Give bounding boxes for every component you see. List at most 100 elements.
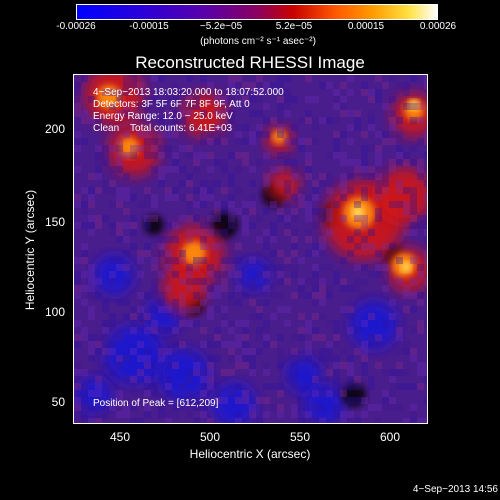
image-pixel bbox=[116, 96, 123, 103]
image-pixel bbox=[263, 285, 270, 292]
image-pixel bbox=[340, 159, 347, 166]
image-pixel bbox=[186, 152, 193, 159]
image-pixel bbox=[172, 362, 179, 369]
image-pixel bbox=[326, 215, 333, 222]
image-pixel bbox=[291, 334, 298, 341]
image-pixel bbox=[130, 320, 137, 327]
image-pixel bbox=[249, 96, 256, 103]
image-pixel bbox=[347, 187, 354, 194]
image-pixel bbox=[235, 75, 242, 82]
image-pixel bbox=[221, 285, 228, 292]
image-pixel bbox=[214, 124, 221, 131]
image-pixel bbox=[396, 201, 403, 208]
image-pixel bbox=[109, 187, 116, 194]
image-pixel bbox=[326, 187, 333, 194]
image-pixel bbox=[151, 166, 158, 173]
image-pixel bbox=[263, 117, 270, 124]
image-pixel bbox=[319, 180, 326, 187]
image-pixel bbox=[95, 418, 102, 423]
image-pixel bbox=[179, 215, 186, 222]
image-pixel bbox=[228, 208, 235, 215]
image-pixel bbox=[424, 82, 427, 89]
image-pixel bbox=[88, 187, 95, 194]
image-pixel bbox=[179, 278, 186, 285]
image-pixel bbox=[263, 208, 270, 215]
image-pixel bbox=[207, 285, 214, 292]
image-pixel bbox=[354, 264, 361, 271]
image-pixel bbox=[333, 390, 340, 397]
image-pixel bbox=[298, 285, 305, 292]
image-pixel bbox=[270, 82, 277, 89]
emission-region bbox=[268, 169, 300, 201]
image-pixel bbox=[123, 194, 130, 201]
image-pixel bbox=[137, 341, 144, 348]
image-pixel bbox=[424, 236, 427, 243]
image-pixel bbox=[207, 376, 214, 383]
image-pixel bbox=[179, 117, 186, 124]
image-pixel bbox=[291, 236, 298, 243]
image-pixel bbox=[298, 334, 305, 341]
image-pixel bbox=[109, 369, 116, 376]
image-pixel bbox=[200, 257, 207, 264]
image-pixel bbox=[361, 348, 368, 355]
image-pixel bbox=[270, 341, 277, 348]
image-pixel bbox=[151, 215, 158, 222]
image-pixel bbox=[186, 390, 193, 397]
image-pixel bbox=[235, 271, 242, 278]
image-pixel bbox=[123, 103, 130, 110]
image-pixel bbox=[403, 187, 410, 194]
image-pixel bbox=[312, 418, 319, 423]
image-pixel bbox=[88, 418, 95, 423]
emission-depression bbox=[94, 255, 134, 295]
image-pixel bbox=[214, 306, 221, 313]
image-pixel bbox=[193, 362, 200, 369]
image-pixel bbox=[186, 194, 193, 201]
image-pixel bbox=[179, 257, 186, 264]
image-pixel bbox=[102, 411, 109, 418]
image-pixel bbox=[165, 285, 172, 292]
image-pixel bbox=[81, 208, 88, 215]
image-pixel bbox=[263, 243, 270, 250]
image-pixel bbox=[277, 404, 284, 411]
image-pixel bbox=[256, 313, 263, 320]
image-pixel bbox=[256, 215, 263, 222]
image-pixel bbox=[214, 229, 221, 236]
image-pixel bbox=[361, 215, 368, 222]
image-pixel bbox=[382, 166, 389, 173]
image-pixel bbox=[88, 313, 95, 320]
emission-core bbox=[272, 130, 286, 144]
image-pixel bbox=[284, 376, 291, 383]
image-pixel bbox=[417, 299, 424, 306]
image-pixel bbox=[424, 215, 427, 222]
image-pixel bbox=[186, 348, 193, 355]
image-pixel bbox=[130, 383, 137, 390]
image-pixel bbox=[305, 215, 312, 222]
image-pixel bbox=[144, 348, 151, 355]
image-pixel bbox=[256, 306, 263, 313]
image-pixel bbox=[382, 285, 389, 292]
image-pixel bbox=[193, 166, 200, 173]
image-pixel bbox=[158, 411, 165, 418]
image-pixel bbox=[389, 376, 396, 383]
image-pixel bbox=[207, 355, 214, 362]
image-pixel bbox=[410, 404, 417, 411]
image-pixel bbox=[277, 383, 284, 390]
image-pixel bbox=[228, 355, 235, 362]
image-pixel bbox=[312, 299, 319, 306]
image-pixel bbox=[312, 278, 319, 285]
image-pixel bbox=[340, 418, 347, 423]
image-pixel bbox=[284, 257, 291, 264]
image-pixel bbox=[424, 250, 427, 257]
image-pixel bbox=[277, 131, 284, 138]
image-pixel bbox=[291, 271, 298, 278]
image-pixel bbox=[123, 313, 130, 320]
image-pixel bbox=[95, 173, 102, 180]
image-pixel bbox=[368, 145, 375, 152]
image-pixel bbox=[228, 201, 235, 208]
image-pixel bbox=[347, 362, 354, 369]
image-pixel bbox=[193, 404, 200, 411]
image-pixel bbox=[326, 152, 333, 159]
image-pixel bbox=[102, 334, 109, 341]
image-pixel bbox=[263, 369, 270, 376]
image-pixel bbox=[277, 362, 284, 369]
